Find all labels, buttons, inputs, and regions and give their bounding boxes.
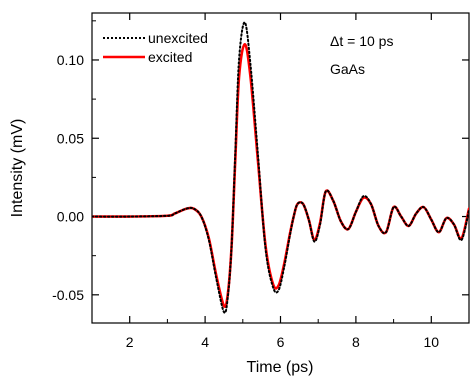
series-line-unexcited — [92, 21, 469, 314]
x-tick-label: 10 — [424, 334, 440, 350]
x-axis-tick-labels: 2 4 6 8 10 — [126, 334, 439, 350]
y-tick-label: 0.10 — [57, 52, 84, 68]
y-tick-label: -0.05 — [52, 287, 84, 303]
series-layer — [92, 21, 469, 314]
y-tick-label: 0.00 — [57, 209, 84, 225]
x-tick-label: 6 — [277, 334, 285, 350]
y-axis-label: Intensity (mV) — [9, 119, 26, 218]
x-tick-label: 2 — [126, 334, 134, 350]
x-tick-label: 8 — [352, 334, 360, 350]
x-axis-label: Time (ps) — [247, 359, 314, 376]
x-tick-label: 4 — [201, 334, 209, 350]
y-axis-tick-labels: -0.05 0.00 0.05 0.10 — [52, 52, 84, 303]
series-line-excited — [92, 43, 469, 309]
x-axis-ticks — [91, 13, 470, 323]
annotation-delta-t: Δt = 10 ps — [330, 33, 393, 49]
annotation-material: GaAs — [330, 61, 365, 77]
legend: unexcited excited — [103, 30, 208, 65]
y-tick-label: 0.05 — [57, 130, 84, 146]
legend-label-unexcited: unexcited — [148, 30, 208, 46]
legend-label-excited: excited — [148, 49, 192, 65]
